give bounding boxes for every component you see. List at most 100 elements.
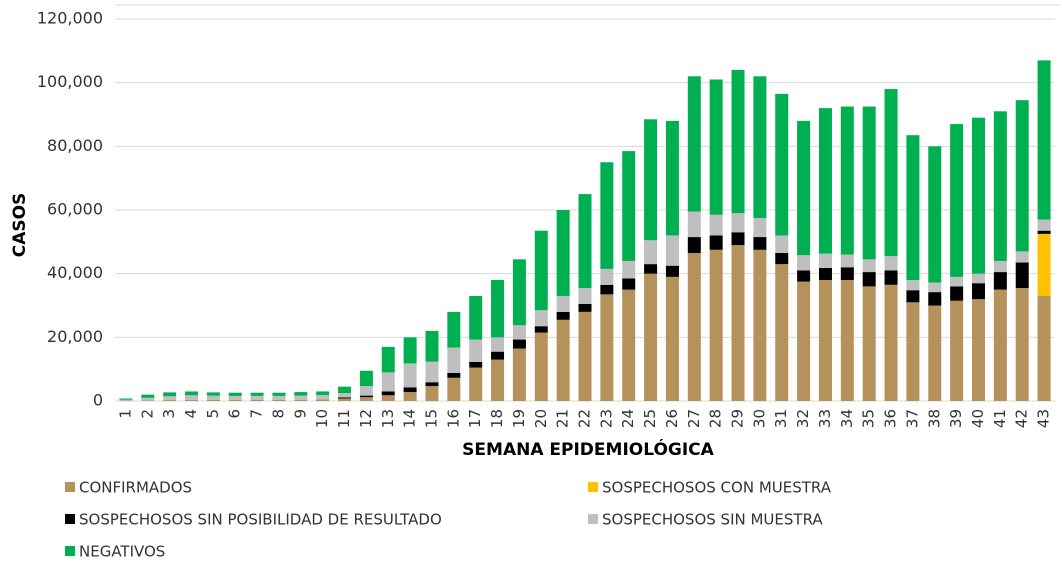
x-tick-label: 11 xyxy=(335,409,353,428)
bar-segment xyxy=(644,264,658,274)
bar-segment xyxy=(731,232,745,246)
bar-segment xyxy=(971,117,985,274)
bar-segment xyxy=(294,392,308,396)
bar-segment xyxy=(206,395,220,400)
x-tick-label: 38 xyxy=(925,409,943,428)
bar-segment xyxy=(316,394,330,400)
bar-segment xyxy=(600,162,614,269)
bar-segment xyxy=(578,194,592,288)
bar-segment xyxy=(775,252,789,265)
bar-segment xyxy=(512,325,526,340)
bar-segment xyxy=(403,387,417,393)
bar-segment xyxy=(294,399,308,401)
x-tick-label: 29 xyxy=(729,409,747,428)
x-axis-title: SEMANA EPIDEMIOLÓGICA xyxy=(462,438,714,460)
bar-segment xyxy=(775,235,789,253)
legend-label: SOSPECHOSOS CON MUESTRA xyxy=(602,479,832,497)
bar-segment xyxy=(512,259,526,326)
x-tick-label: 21 xyxy=(554,409,572,428)
bar-segment xyxy=(185,399,199,401)
bar-segment xyxy=(512,339,526,349)
x-tick-label: 13 xyxy=(379,409,397,428)
bar-segment xyxy=(534,310,548,327)
bar-segment xyxy=(381,346,395,373)
bar-segment xyxy=(884,89,898,257)
bar-segment xyxy=(250,392,264,396)
bar-segment xyxy=(600,268,614,285)
x-tick-label: 8 xyxy=(269,409,287,419)
bar-segment xyxy=(797,281,811,401)
y-tick-label: 20,000 xyxy=(47,327,103,346)
bar-segment xyxy=(250,395,264,400)
bar-segment xyxy=(578,311,592,401)
bar-segment xyxy=(753,249,767,401)
bar-segment xyxy=(338,386,352,394)
bar-segment xyxy=(993,272,1007,290)
x-tick-label: 40 xyxy=(969,409,987,428)
y-tick-label: 100,000 xyxy=(37,72,103,91)
x-tick-label: 23 xyxy=(597,409,615,428)
bar-segment xyxy=(447,347,461,373)
bar-segment xyxy=(338,393,352,398)
bar-segment xyxy=(512,348,526,401)
x-tick-label: 2 xyxy=(138,409,156,419)
bar-segment xyxy=(534,332,548,401)
bar-segment xyxy=(491,359,505,401)
bar-segment xyxy=(709,79,723,215)
bar-segment xyxy=(491,280,505,338)
legend-swatch xyxy=(65,546,75,556)
x-tick-label: 7 xyxy=(248,409,266,419)
x-tick-label: 28 xyxy=(707,409,725,428)
bar-segment xyxy=(971,299,985,401)
bar-segment xyxy=(928,292,942,306)
bar-segment xyxy=(469,339,483,362)
y-tick-label: 0 xyxy=(93,391,103,410)
bar-segment xyxy=(644,273,658,401)
bar-segment xyxy=(272,395,286,400)
bar-segment xyxy=(185,395,199,400)
bar-segment xyxy=(119,399,133,401)
y-tick-label: 80,000 xyxy=(47,136,103,155)
x-tick-label: 3 xyxy=(160,409,178,419)
x-tick-label: 12 xyxy=(357,409,375,428)
legend-label: SOSPECHOSOS SIN POSIBILIDAD DE RESULTADO xyxy=(79,511,442,529)
bar-segment xyxy=(206,392,220,396)
bar-segment xyxy=(447,311,461,348)
x-tick-label: 30 xyxy=(750,409,768,428)
legend-label: CONFIRMADOS xyxy=(79,479,192,497)
bar-segment xyxy=(228,392,242,396)
x-tick-label: 24 xyxy=(619,409,637,428)
bar-segment xyxy=(731,213,745,233)
legend-swatch xyxy=(588,514,598,524)
bar-segment xyxy=(163,392,177,397)
bar-segment xyxy=(425,330,439,362)
bar-segment xyxy=(971,283,985,300)
bar-segment xyxy=(491,351,505,360)
bar-segment xyxy=(556,210,570,296)
bar-segment xyxy=(163,400,177,401)
x-tick-label: 27 xyxy=(685,409,703,428)
bar-segment xyxy=(709,235,723,250)
bar-segment xyxy=(687,211,701,238)
bar-segment xyxy=(709,249,723,401)
bar-segment xyxy=(993,260,1007,273)
bar-segment xyxy=(338,397,352,399)
x-tick-label: 32 xyxy=(794,409,812,428)
bar-segment xyxy=(840,280,854,401)
bar-segment xyxy=(1015,262,1029,288)
bar-segment xyxy=(665,276,679,401)
bar-segment xyxy=(665,265,679,277)
bar-segment xyxy=(906,280,920,291)
bar-segment xyxy=(884,284,898,401)
bar-segment xyxy=(731,69,745,214)
bar-segment xyxy=(862,286,876,401)
x-tick-label: 20 xyxy=(532,409,550,428)
x-tick-label: 4 xyxy=(182,409,200,419)
x-tick-label: 43 xyxy=(1035,409,1053,428)
x-tick-label: 17 xyxy=(466,409,484,428)
y-tick-label: 40,000 xyxy=(47,263,103,282)
legend-label: SOSPECHOSOS SIN MUESTRA xyxy=(602,511,823,529)
bar-segment xyxy=(818,280,832,401)
bar-segment xyxy=(753,76,767,218)
